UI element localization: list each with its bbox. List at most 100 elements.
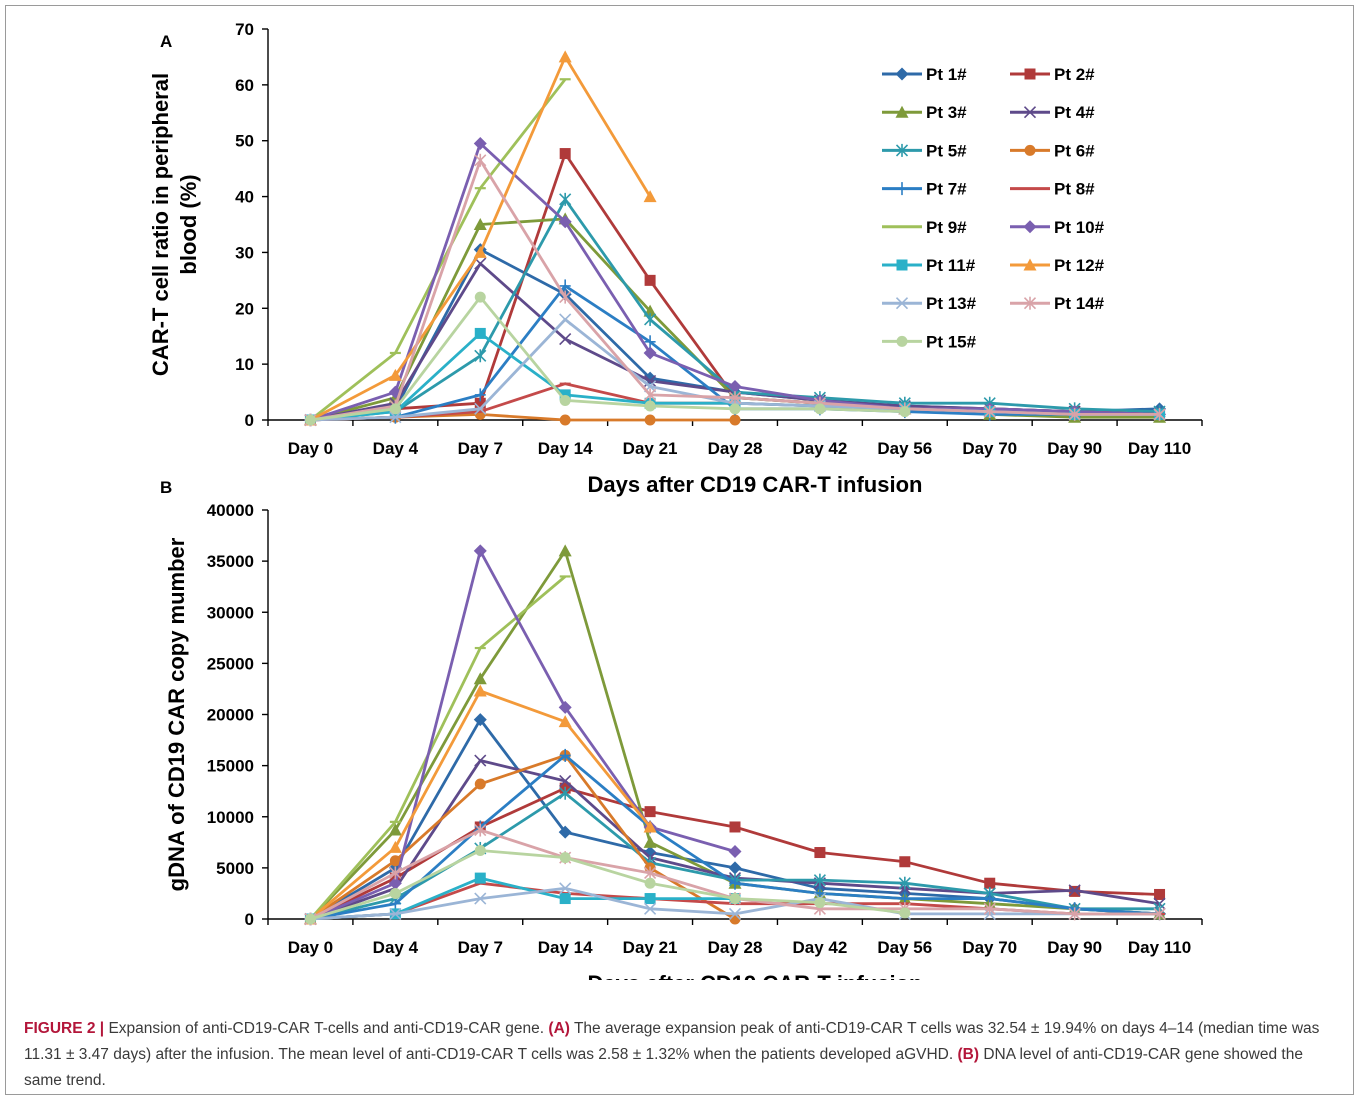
legend-marker [895,67,909,81]
data-point [728,907,742,920]
legend-item: Pt 1# [882,65,967,84]
data-point [473,245,487,258]
series-14 [304,153,1166,427]
legend-label: Pt 12# [1054,256,1105,275]
data-point [388,876,402,890]
data-point [898,876,911,890]
legend-marker [895,297,909,310]
data-point [559,852,571,864]
legend-item: Pt 13# [882,294,977,313]
legend-label: Pt 1# [926,65,967,84]
data-point [644,893,656,905]
x-tick-label: Day 110 [1128,439,1191,458]
chart-panel-a: A 0 10 20 30 40 50 60 70 Day 0 Day 4 Day 7 Day 14 Day… [148,20,1203,497]
data-point [474,892,487,905]
x-tick-label: Day 56 [877,938,932,957]
legend-marker [1024,68,1036,80]
data-point [729,821,741,833]
data-point [389,411,402,424]
data-point [643,190,657,203]
y-tick-label: 60 [235,76,254,95]
y-tick-label: 30 [235,243,254,262]
legend-label: Pt 3# [926,103,967,122]
data-point [473,713,487,727]
x-tick-label: Day 0 [288,439,333,458]
data-point [729,876,741,890]
data-point [559,389,571,401]
data-point [474,754,487,767]
figure-caption: FIGURE 2 | Expansion of anti-CD19-CAR T-… [24,1016,1336,1094]
caption-a-text: The average expansion peak of anti-CD19-… [24,1020,1320,1063]
data-point [729,403,741,415]
figure-frame [5,5,1354,1095]
data-point [474,388,486,402]
data-point [559,394,571,406]
x-tick-label: Day 7 [458,938,503,957]
y-tick-label: 10000 [207,808,254,827]
data-point [388,840,402,853]
x-tick-label: Day 42 [792,439,847,458]
legend-label: Pt 11# [926,256,976,275]
legend-label: Pt 2# [1054,65,1095,84]
legend-item: Pt 9# [882,218,967,237]
legend-label: Pt 7# [926,180,967,199]
data-point [899,856,911,868]
x-tick-label: Day 56 [877,439,932,458]
data-point [729,414,741,426]
data-point [728,391,742,405]
data-point [644,902,657,915]
data-point [559,279,571,293]
legend: Pt 1# Pt 2# Pt 3# Pt 4# Pt 5# Pt 6# Pt 7# Pt 8#… [882,65,1105,351]
series-line [309,55,652,422]
x-tick-label: Day 0 [288,938,333,957]
data-point [473,684,487,697]
data-point [644,400,656,412]
data-point [474,823,487,837]
series-line [309,549,736,921]
legend-marker [896,259,908,271]
data-point [474,402,487,415]
data-point [559,290,572,304]
data-point [644,414,656,426]
legend-marker [895,105,909,118]
x-tick-label: Day 70 [962,439,1017,458]
legend-item: Pt 15# [882,332,977,351]
legend-item: Pt 5# [882,141,967,160]
data-point [558,544,572,557]
legend-item: Pt 11# [882,256,976,275]
data-point [559,192,572,206]
legend-label: Pt 9# [926,218,967,237]
data-point [643,820,657,833]
data-point [729,893,741,905]
x-tick-label: Day 4 [373,938,419,957]
data-point [984,877,996,889]
y-tick-label: 50 [235,132,254,151]
legend-item: Pt 2# [1010,65,1095,84]
legend-label: Pt 4# [1054,103,1095,122]
x-axis-title: Days after CD19 CAR-T infusion [588,971,923,980]
legend-marker [896,335,908,347]
caption-text: Expansion of anti-CD19-CAR T-cells and a… [108,1020,545,1037]
x-tick-label: Day 110 [1128,938,1191,957]
data-point [559,313,572,326]
data-point [644,274,656,286]
y-tick-label: 40000 [207,501,254,520]
caption-b-text: DNA level of anti-CD19-CAR gene showed t… [24,1046,1303,1089]
caption-label: FIGURE 2 | [24,1020,105,1037]
data-point [474,153,487,167]
data-point [558,715,572,728]
x-axis-title: Days after CD19 CAR-T infusion [588,472,923,497]
data-point [388,823,402,836]
legend-label: Pt 15# [926,332,977,351]
x-tick-label: Day 7 [458,439,503,458]
data-point [1153,407,1166,421]
data-point [304,913,316,925]
data-point [389,887,401,899]
data-point [474,778,486,790]
y-tick-label: 20000 [207,706,254,725]
x-tick-label: Day 14 [538,938,593,957]
legend-label: Pt 8# [1054,180,1095,199]
data-point [728,861,742,875]
data-point [644,877,656,889]
data-point [814,403,826,415]
